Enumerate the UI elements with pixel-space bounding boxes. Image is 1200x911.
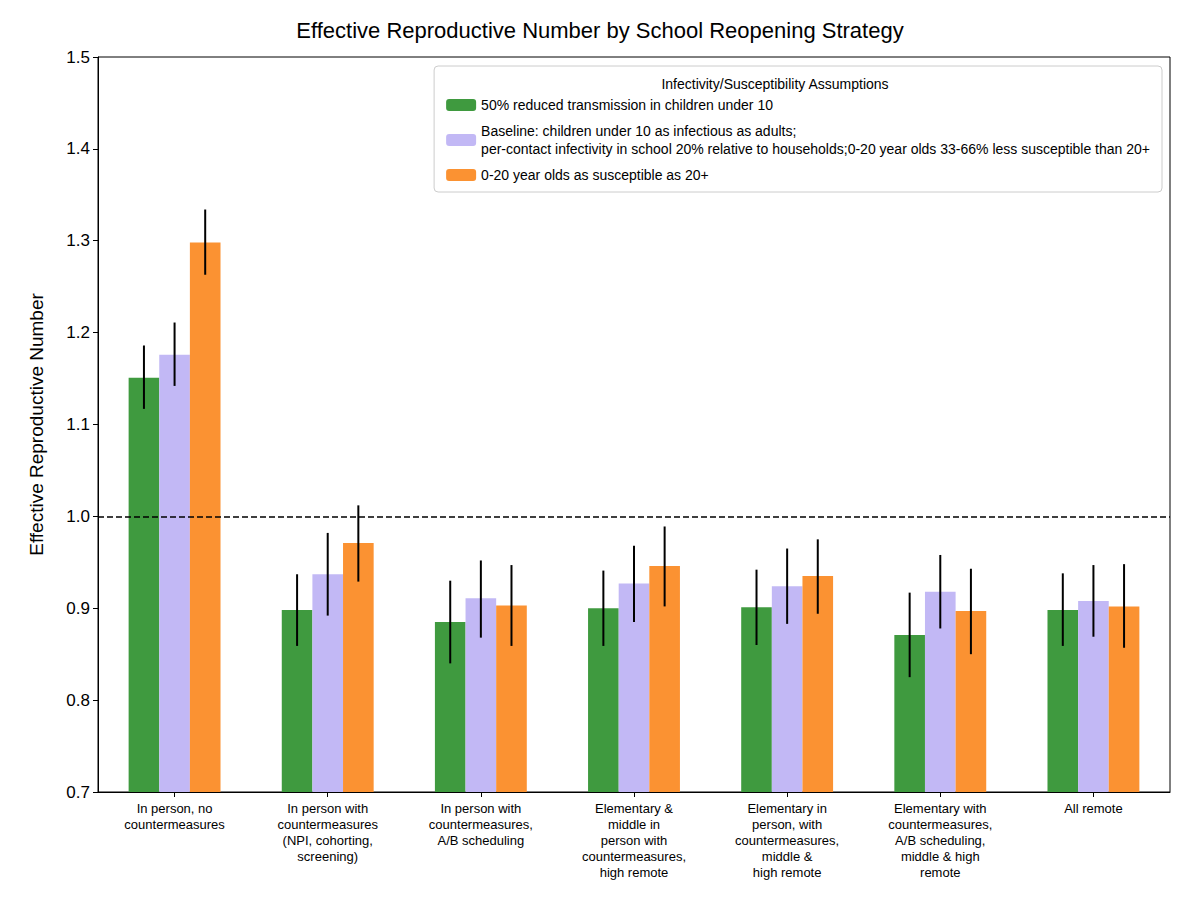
svg-text:Effective Reproductive Number: Effective Reproductive Number by School … [296, 18, 903, 43]
svg-text:person with: person with [601, 833, 667, 848]
svg-text:Infectivity/Susceptibility Ass: Infectivity/Susceptibility Assumptions [661, 76, 888, 92]
svg-text:Effective Reproductive Number: Effective Reproductive Number [26, 293, 47, 556]
svg-text:countermeasures,: countermeasures, [582, 849, 686, 864]
svg-text:countermeasures: countermeasures [277, 817, 378, 832]
svg-text:Elementary with: Elementary with [894, 801, 986, 816]
svg-text:person, with: person, with [752, 817, 822, 832]
svg-text:high remote: high remote [600, 865, 669, 880]
svg-text:0.7: 0.7 [66, 783, 90, 802]
svg-text:1.2: 1.2 [66, 323, 90, 342]
svg-text:1.3: 1.3 [66, 231, 90, 250]
svg-text:A/B scheduling,: A/B scheduling, [895, 833, 985, 848]
svg-text:Baseline: children under 10 as: Baseline: children under 10 as infectiou… [481, 123, 796, 139]
svg-text:1.4: 1.4 [66, 139, 90, 158]
svg-text:middle & high: middle & high [901, 849, 980, 864]
svg-text:0-20 year olds as susceptible: 0-20 year olds as susceptible as 20+ [481, 167, 709, 183]
svg-text:per-contact infectivity in sch: per-contact infectivity in school 20% re… [481, 141, 1150, 157]
svg-text:In person, no: In person, no [137, 801, 213, 816]
svg-text:In person with: In person with [287, 801, 368, 816]
svg-text:1.5: 1.5 [66, 48, 90, 67]
svg-text:high remote: high remote [753, 865, 822, 880]
svg-text:1.0: 1.0 [66, 507, 90, 526]
svg-text:50% reduced transmission in ch: 50% reduced transmission in children und… [481, 97, 773, 113]
svg-text:All remote: All remote [1064, 801, 1123, 816]
svg-text:(NPI, cohorting,: (NPI, cohorting, [283, 833, 373, 848]
svg-text:remote: remote [920, 865, 960, 880]
svg-text:Elementary &: Elementary & [595, 801, 673, 816]
svg-text:middle in: middle in [608, 817, 660, 832]
svg-text:countermeasures,: countermeasures, [735, 833, 839, 848]
svg-text:1.1: 1.1 [66, 415, 90, 434]
svg-text:countermeasures: countermeasures [124, 817, 225, 832]
svg-text:In person with: In person with [440, 801, 521, 816]
svg-text:countermeasures,: countermeasures, [888, 817, 992, 832]
svg-text:0.9: 0.9 [66, 599, 90, 618]
svg-text:screening): screening) [297, 849, 358, 864]
svg-text:middle &: middle & [762, 849, 813, 864]
svg-text:0.8: 0.8 [66, 691, 90, 710]
svg-text:countermeasures,: countermeasures, [429, 817, 533, 832]
svg-text:A/B scheduling: A/B scheduling [437, 833, 524, 848]
svg-text:Elementary in: Elementary in [747, 801, 826, 816]
